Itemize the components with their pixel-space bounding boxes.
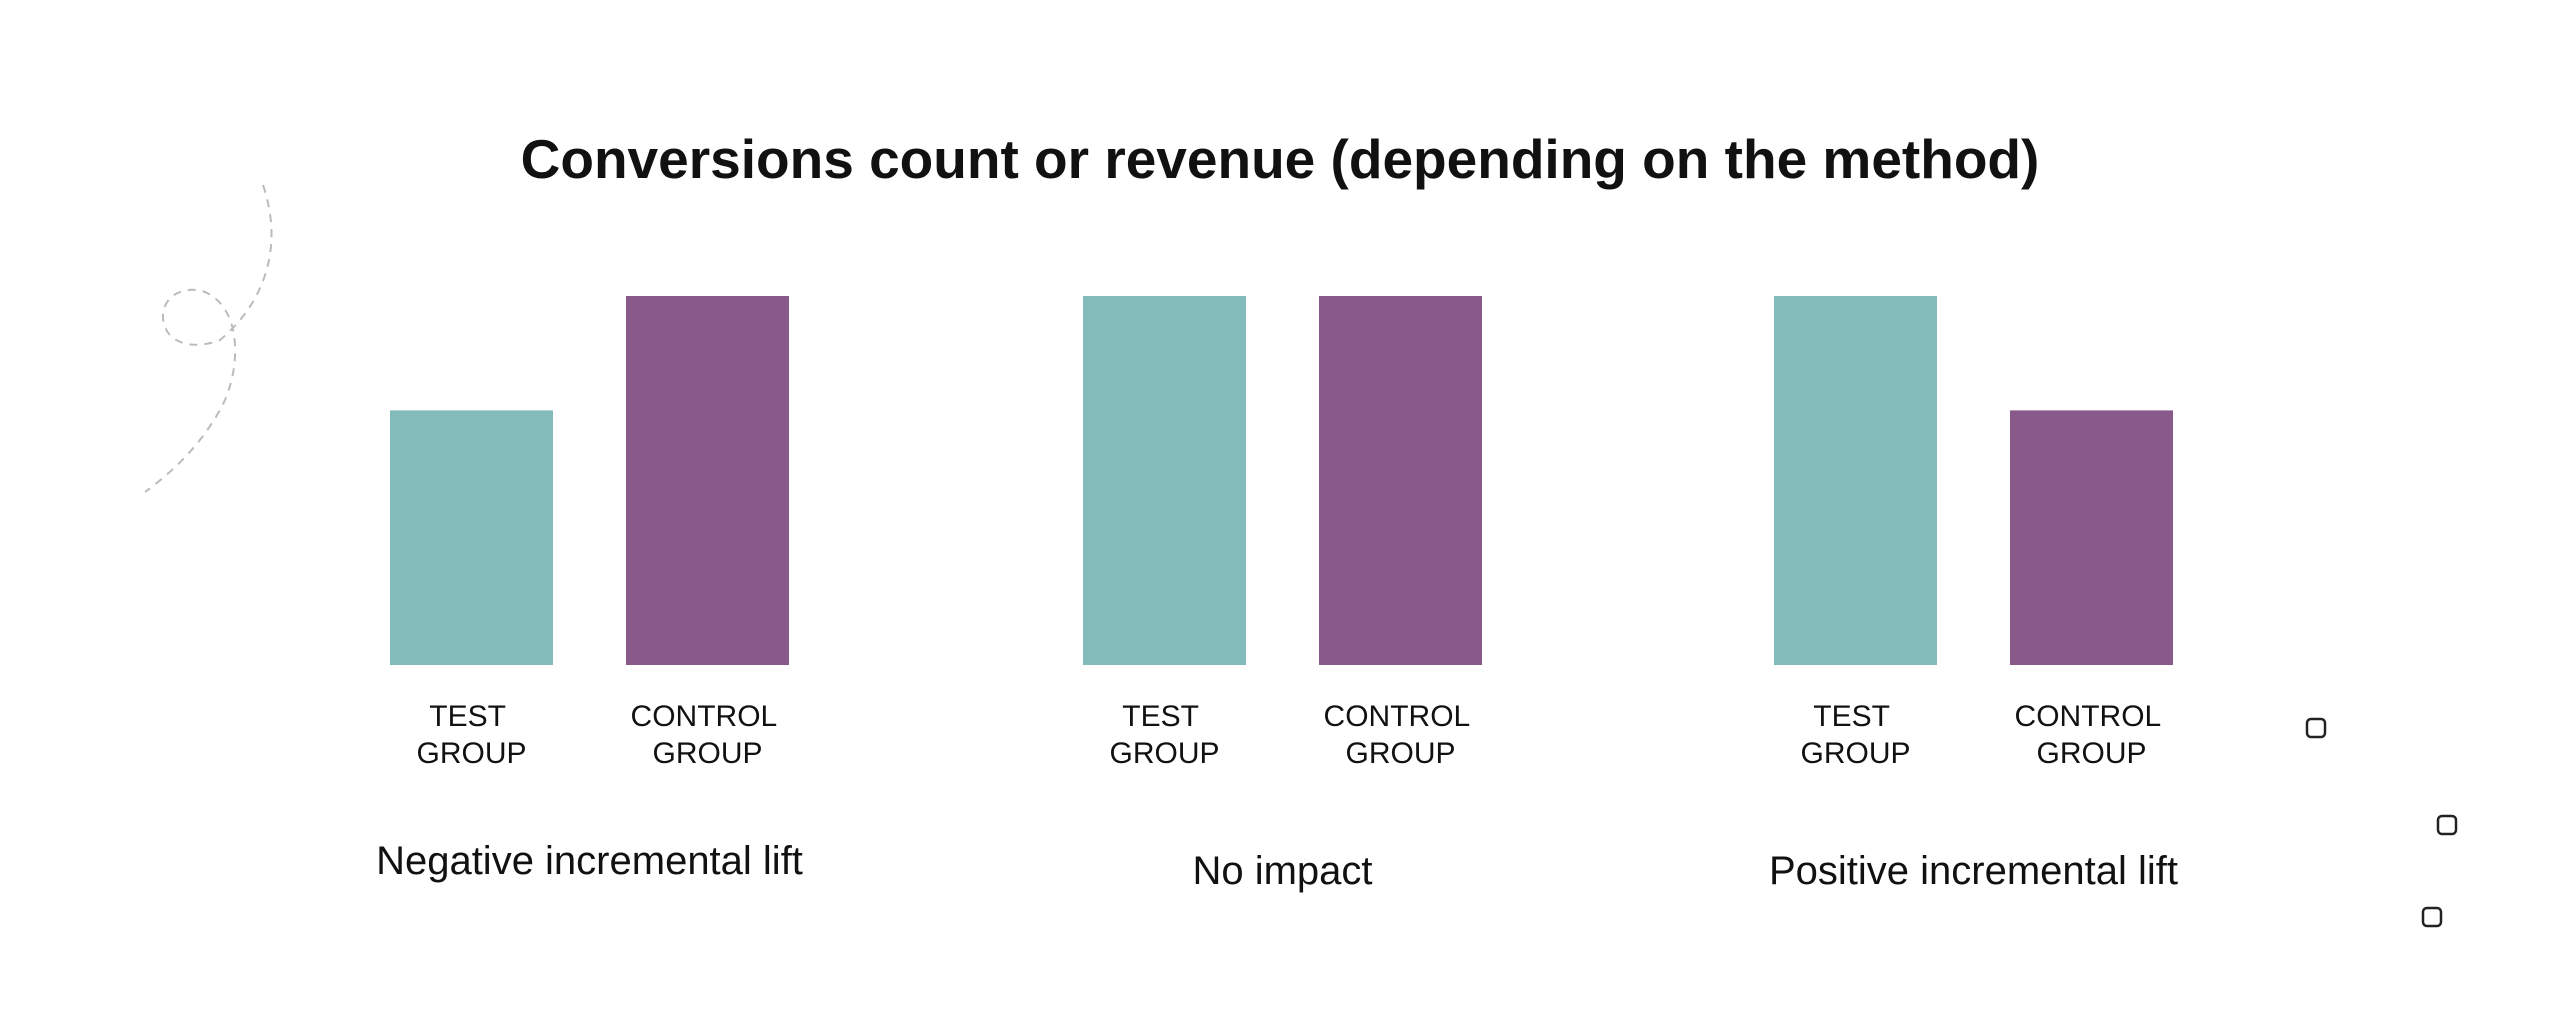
bar-control: [2010, 410, 2173, 665]
label-control: CONTROL GROUP: [631, 700, 785, 770]
decorative-square: [2436, 814, 2458, 836]
panel-caption: Positive incremental lift: [1769, 849, 2178, 893]
decorative-swirl: [144, 184, 273, 493]
label-control: CONTROL GROUP: [1324, 700, 1478, 770]
label-test-line1: TEST: [1813, 700, 1889, 733]
label-control: CONTROL GROUP: [2015, 700, 2169, 770]
label-test-line1: TEST: [429, 700, 505, 733]
label-control-line2: GROUP: [652, 737, 762, 770]
decorative-squares: [2305, 717, 2458, 928]
bar-test: [1083, 296, 1246, 665]
label-test: TEST GROUP: [1109, 700, 1219, 770]
bar-test: [390, 410, 553, 665]
bar-control: [1319, 296, 1482, 665]
bar-control: [626, 296, 789, 665]
label-test-line1: TEST: [1122, 700, 1198, 733]
label-control-line1: CONTROL: [1324, 700, 1470, 733]
panel-caption: No impact: [1192, 849, 1372, 893]
decorative-square: [2305, 717, 2327, 739]
label-test: TEST GROUP: [416, 700, 526, 770]
label-test: TEST GROUP: [1800, 700, 1910, 770]
label-test-line2: GROUP: [416, 737, 526, 770]
label-control-line1: CONTROL: [631, 700, 777, 733]
chart-title: Conversions count or revenue (depending …: [521, 128, 2040, 190]
decorative-square: [2421, 906, 2443, 928]
label-test-line2: GROUP: [1800, 737, 1910, 770]
panel-caption: Negative incremental lift: [376, 839, 803, 883]
label-test-line2: GROUP: [1109, 737, 1219, 770]
panel-negative-lift: TEST GROUP CONTROL GROUP Negative increm…: [376, 296, 803, 883]
panel-positive-lift: TEST GROUP CONTROL GROUP Positive increm…: [1769, 296, 2178, 893]
panel-no-impact: TEST GROUP CONTROL GROUP No impact: [1083, 296, 1482, 893]
label-control-line1: CONTROL: [2015, 700, 2161, 733]
label-control-line2: GROUP: [2036, 737, 2146, 770]
bar-test: [1774, 296, 1937, 665]
label-control-line2: GROUP: [1345, 737, 1455, 770]
